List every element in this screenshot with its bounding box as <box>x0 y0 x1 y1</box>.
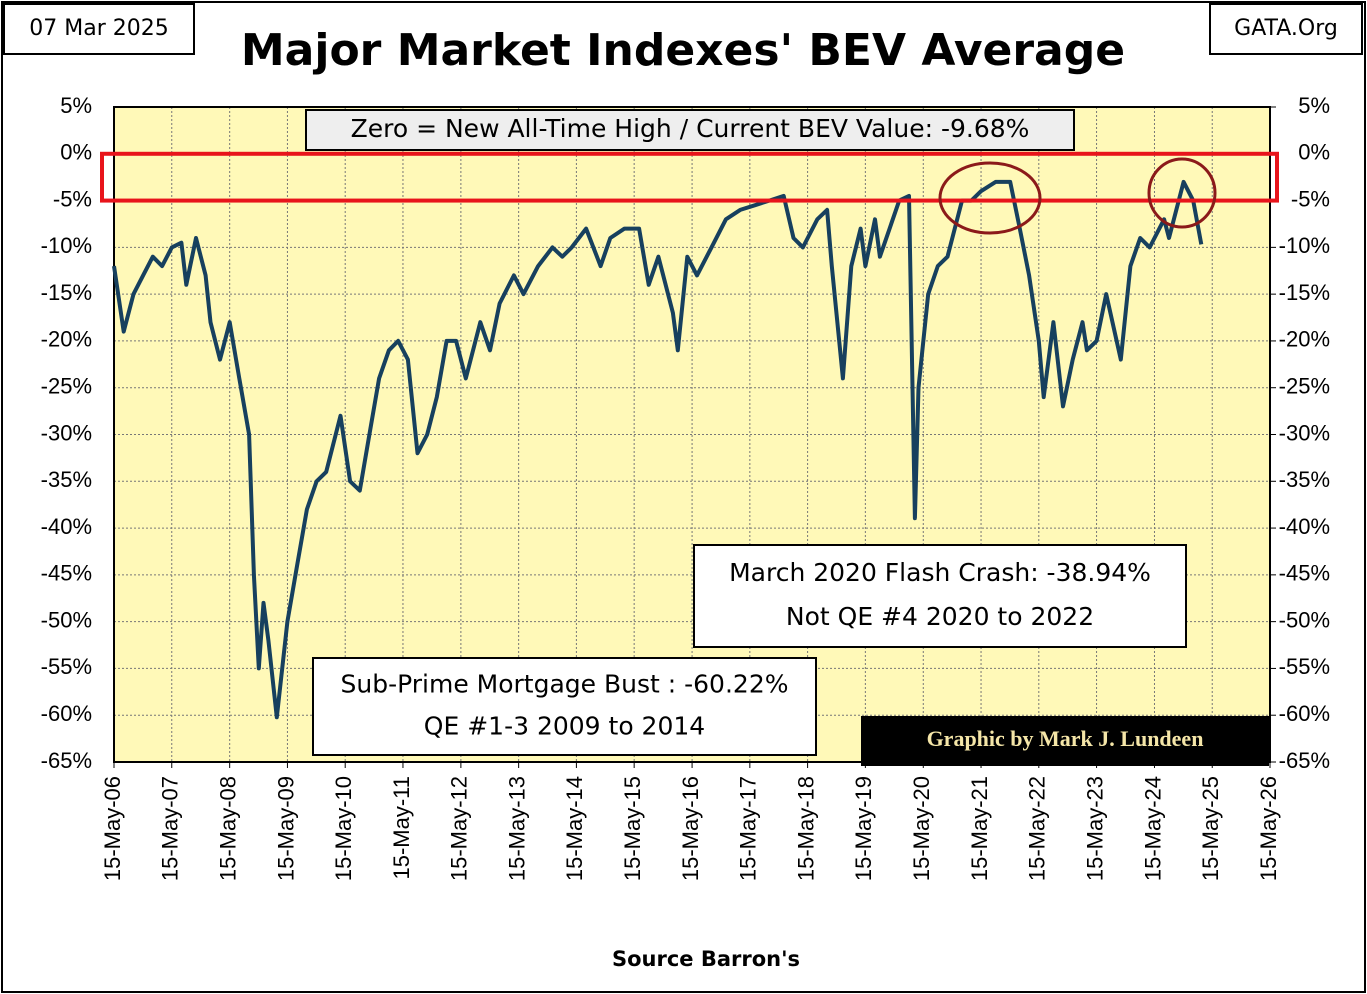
circle-highlight <box>1147 157 1217 229</box>
x-tick-label: 15-May-14 <box>562 776 587 881</box>
x-axis-label: Source Barron's <box>612 947 800 971</box>
y-tick-label: -40% <box>41 514 92 539</box>
y2-tick-label: -30% <box>1279 420 1330 445</box>
x-tick-label: 15-May-10 <box>331 776 356 881</box>
plot: 5% 0% -5% -10% -15% -20% -25% -30% -35% -40% -45% -… <box>41 93 1330 881</box>
y2-tick-label: -15% <box>1279 280 1330 305</box>
y-tick-label: -35% <box>41 467 92 492</box>
site-box <box>1209 3 1363 55</box>
annotation-box <box>312 657 817 756</box>
site-label: GATA.Org <box>1234 16 1338 41</box>
y-tick-label: -50% <box>41 607 92 632</box>
annotation-box <box>693 544 1187 648</box>
y2-tick-label: 5% <box>1298 93 1330 118</box>
chart-title: Major Market Indexes' BEV Average <box>241 25 1125 76</box>
y2-tick-label: -45% <box>1279 561 1330 586</box>
y-tick-label: -5% <box>53 186 92 211</box>
y-tick-label: 5% <box>60 93 92 118</box>
x-tick-label: 15-May-06 <box>100 776 125 881</box>
x-tick-label: 15-May-15 <box>620 776 645 881</box>
annotation: Sub-Prime Mortgage Bust : -60.22% <box>341 669 789 698</box>
y2-tick-label: -25% <box>1279 374 1330 399</box>
x-tick-label: 15-May-26 <box>1256 776 1281 881</box>
annotation: Graphic by Mark J. Lundeen <box>927 726 1204 751</box>
y-tick-label: -25% <box>41 374 92 399</box>
annotation: March 2020 Flash Crash: -38.94% <box>729 558 1151 587</box>
x-tick-label: 15-May-25 <box>1198 776 1223 881</box>
circle-highlight <box>938 161 1042 235</box>
date-label: 07 Mar 2025 <box>29 16 168 41</box>
x-tick-label: 15-May-08 <box>215 776 240 881</box>
y-tick-label: -20% <box>41 327 92 352</box>
date-box <box>3 3 195 55</box>
y2-tick-label: -55% <box>1279 654 1330 679</box>
y-tick-label: -10% <box>41 233 92 258</box>
y2-tick-label: -20% <box>1279 327 1330 352</box>
x-tick-label: 15-May-12 <box>447 776 472 881</box>
y2-tick-label: -65% <box>1279 748 1330 773</box>
annotation: Zero = New All-Time High / Current BEV V… <box>351 114 1030 143</box>
y-tick-label: -60% <box>41 701 92 726</box>
annotation-box <box>305 109 1075 151</box>
y-tick-label: -65% <box>41 748 92 773</box>
x-tick-label: 15-May-11 <box>389 776 414 880</box>
x-tick-label: 15-May-07 <box>158 776 183 881</box>
x-tick-label: 15-May-20 <box>909 776 934 881</box>
x-tick-label: 15-May-13 <box>504 776 529 881</box>
y2-tick-label: -60% <box>1279 701 1330 726</box>
x-tick-label: 15-May-09 <box>273 776 298 881</box>
x-tick-label: 15-May-22 <box>1025 776 1050 881</box>
series-line <box>112 179 1204 720</box>
y2-tick-label: -50% <box>1279 607 1330 632</box>
x-tick-label: 15-May-19 <box>851 776 876 881</box>
x-tick-label: 15-May-17 <box>736 776 761 881</box>
highlight-band <box>100 151 1279 203</box>
y-tick-label: -55% <box>41 654 92 679</box>
annotation: QE #1-3 2009 to 2014 <box>424 712 705 741</box>
y-tick-label: -30% <box>41 420 92 445</box>
x-tick-label: 15-May-18 <box>793 776 818 881</box>
annotation: Not QE #4 2020 to 2022 <box>786 602 1094 631</box>
x-tick-label: 15-May-24 <box>1140 776 1165 881</box>
y-tick-label: -45% <box>41 561 92 586</box>
y2-tick-label: -5% <box>1291 186 1330 211</box>
y2-tick-label: -10% <box>1279 233 1330 258</box>
y-tick-label: -15% <box>41 280 92 305</box>
plot-border <box>113 106 1271 763</box>
y-tick-label: 0% <box>60 140 92 165</box>
y2-tick-label: -40% <box>1279 514 1330 539</box>
x-tick-label: 15-May-23 <box>1082 776 1107 881</box>
x-tick-label: 15-May-16 <box>678 776 703 881</box>
y2-tick-label: 0% <box>1298 140 1330 165</box>
x-tick-label: 15-May-21 <box>967 776 992 881</box>
y2-tick-label: -35% <box>1279 467 1330 492</box>
annotation-box <box>861 716 1269 766</box>
